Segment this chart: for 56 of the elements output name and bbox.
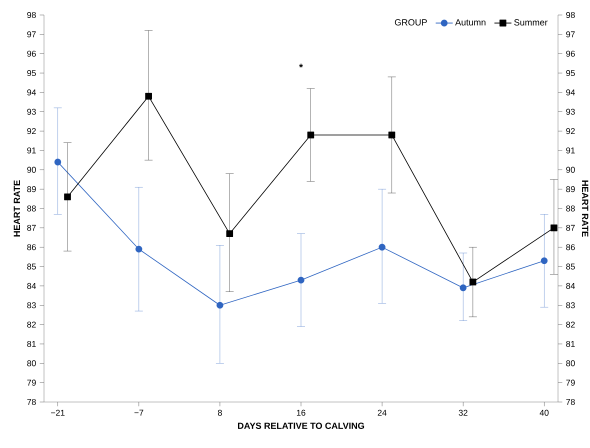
y-axis-title: HEART RATE — [14, 180, 20, 236]
y-tick-label: 95 — [27, 70, 36, 76]
x-axis-title: DAYS RELATIVE TO CALVING — [238, 422, 364, 429]
y-tick-label: 82 — [27, 322, 36, 328]
x-tick-label: 24 — [378, 410, 387, 416]
legend-label: Summer — [514, 19, 548, 26]
y-tick-label: 96 — [27, 50, 36, 57]
y-tick-label: 90 — [27, 166, 36, 173]
legend-label: Autumn — [455, 19, 486, 26]
y2-tick-label: 94 — [566, 89, 575, 96]
y-tick-label: 81 — [27, 340, 36, 347]
y2-tick-label: 92 — [566, 128, 575, 134]
y2-tick-label: 90 — [566, 166, 575, 173]
y2-tick-label: 91 — [566, 147, 575, 154]
y-tick-label: 89 — [27, 186, 36, 192]
y-tick-label: 78 — [27, 399, 36, 405]
y2-tick-label: 81 — [566, 340, 575, 347]
y-tick-label: 83 — [27, 302, 36, 308]
legend-title: GROUP — [394, 19, 427, 26]
y2-tick-label: 96 — [566, 50, 575, 57]
annotation: * — [299, 64, 303, 68]
y-tick-label: 97 — [27, 31, 36, 38]
y-tick-label: 88 — [27, 206, 36, 212]
y2-tick-label: 78 — [566, 399, 575, 405]
y-tick-label: 80 — [27, 360, 36, 366]
x-tick-label: −21 — [51, 410, 65, 416]
y2-tick-label: 84 — [566, 282, 575, 289]
y2-axis-title: HEART RATE — [582, 180, 588, 237]
y2-tick-label: 98 — [566, 12, 575, 18]
y2-tick-label: 88 — [566, 206, 575, 212]
y2-tick-label: 80 — [566, 360, 575, 366]
x-tick-label: 16 — [296, 410, 306, 416]
y-tick-label: 91 — [27, 147, 36, 154]
y-tick-label: 79 — [27, 380, 36, 386]
y-tick-label: 93 — [27, 108, 36, 115]
y-tick-label: 94 — [27, 89, 36, 96]
y-tick-label: 92 — [27, 128, 36, 134]
x-tick-label: 8 — [218, 410, 222, 416]
y2-tick-label: 89 — [566, 186, 575, 192]
y-tick-label: 86 — [27, 244, 36, 250]
y-tick-label: 84 — [27, 282, 36, 289]
y2-tick-label: 83 — [566, 302, 575, 308]
y2-tick-label: 86 — [566, 244, 575, 250]
y2-tick-label: 95 — [566, 70, 575, 76]
x-tick-label: 40 — [540, 410, 549, 416]
x-tick-label: 32 — [458, 410, 468, 416]
y-tick-label: 85 — [27, 264, 36, 270]
y2-tick-label: 93 — [566, 108, 575, 115]
y2-tick-label: 82 — [566, 322, 575, 328]
y2-tick-label: 85 — [566, 264, 575, 270]
y2-tick-label: 79 — [566, 380, 575, 386]
y2-tick-label: 87 — [566, 224, 575, 231]
x-tick-label: −7 — [134, 410, 144, 416]
y2-tick-label: 97 — [566, 31, 575, 38]
y-tick-label: 98 — [27, 12, 36, 18]
y-tick-label: 87 — [27, 224, 36, 231]
